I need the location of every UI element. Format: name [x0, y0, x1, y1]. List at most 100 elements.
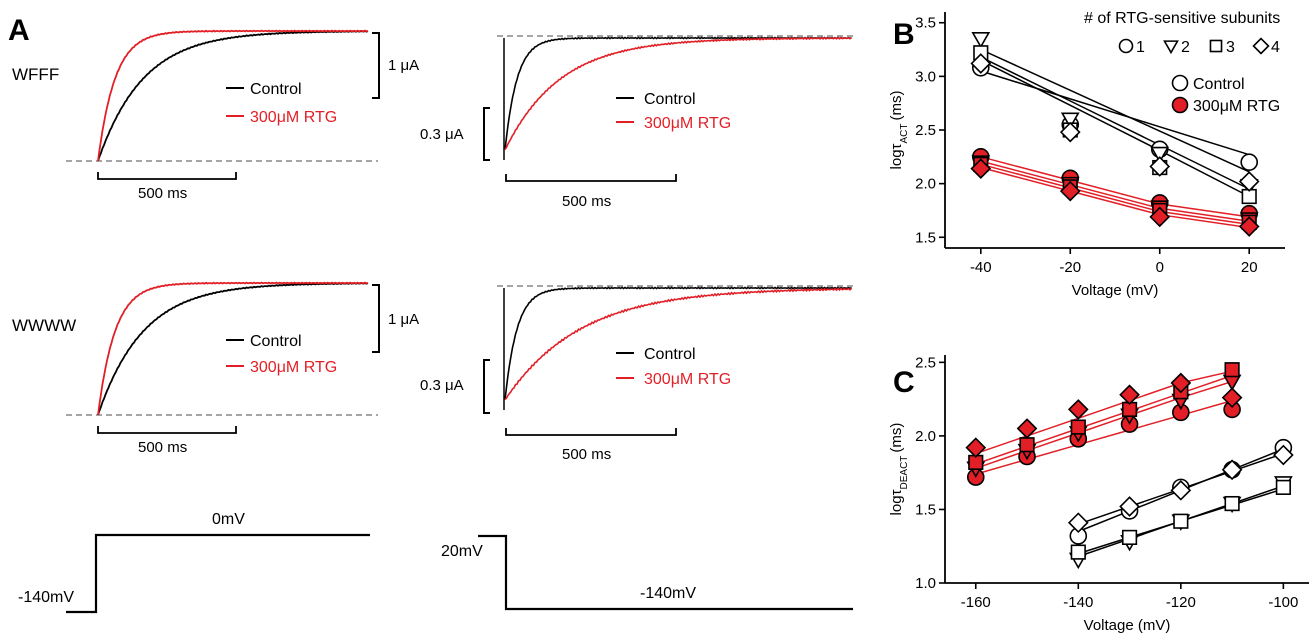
marker-diamond [1170, 479, 1192, 501]
subunit-legend-label: 3 [1226, 39, 1235, 56]
fit-line [975, 374, 1233, 465]
x-tick-label: -120 [1166, 594, 1196, 611]
legend-rtg: 300μM RTG [250, 359, 337, 376]
row-label-wfff: WFFF [12, 65, 59, 84]
condition-legend-marker [1171, 74, 1189, 92]
deactivation-trace-wfff: Control 300μM RTG 0.3 μA 500 ms [420, 35, 855, 210]
x-axis-label: Voltage (mV) [1084, 617, 1171, 634]
holding-voltage-label: -140mV [18, 589, 74, 606]
current-scale-bar-label: 1 μA [388, 311, 419, 328]
legend-control: Control [644, 346, 696, 363]
time-scale-bar-label: 500 ms [562, 193, 611, 210]
marker-diamond [1149, 206, 1171, 228]
time-scale-bar-label: 500 ms [138, 439, 187, 456]
y-tick-label: 1.5 [915, 501, 936, 518]
legend-rtg: 300μM RTG [644, 115, 731, 132]
subunit-legend-label: 1 [1136, 39, 1145, 56]
row-label-wwww: WWWW [12, 316, 76, 335]
current-scale-bar-label: 0.3 μA [420, 377, 464, 394]
marker-diamond [1059, 121, 1081, 143]
y-tick-label: 3.0 [915, 68, 936, 85]
x-tick-label: -20 [1059, 259, 1081, 276]
x-tick-label: 20 [1241, 259, 1258, 276]
condition-legend-label: 300μM RTG [1193, 98, 1280, 115]
marker-square [1224, 362, 1240, 378]
marker-square [1070, 419, 1086, 435]
activation-trace-wfff: Control 300μM RTG 1 μA 500 ms [66, 29, 419, 202]
legend-rtg: 300μM RTG [250, 109, 337, 126]
marker-diamond [1119, 496, 1140, 517]
marker-diamond [1238, 171, 1260, 192]
panel-a-letter: A [8, 14, 30, 47]
current-scale-bar-label: 0.3 μA [420, 126, 464, 143]
step-voltage-label: 0mV [212, 511, 245, 528]
marker-triangle-down [1150, 146, 1170, 164]
subunit-legend-label: 4 [1271, 39, 1280, 56]
prepulse-voltage-label: 20mV [441, 543, 483, 560]
x-tick-label: 0 [1156, 259, 1164, 276]
y-tick-label: 1.0 [915, 575, 936, 592]
subunit-legend-label: 2 [1181, 39, 1190, 56]
x-tick-label: -140 [1063, 594, 1093, 611]
marker-triangle-down [1163, 40, 1179, 55]
marker-diamond [1059, 180, 1081, 202]
time-scale-bar-label: 500 ms [138, 185, 187, 202]
subunit-legend-title: # of RTG-sensitive subunits [1084, 10, 1280, 27]
fit-line [980, 160, 1250, 222]
activation-trace-wwww: Control 300μM RTG 1 μA 500 ms [66, 281, 419, 456]
marker-diamond [1221, 459, 1243, 481]
marker-circle [1118, 38, 1134, 54]
marker-square [1173, 513, 1189, 529]
step-voltage-label: -140mV [640, 585, 696, 602]
y-tick-label: 3.5 [915, 15, 936, 32]
panel-c-letter: C [893, 366, 915, 399]
deactivation-voltage-protocol: 20mV -140mV [441, 534, 853, 611]
y-tick-label: 2.0 [915, 176, 936, 193]
condition-legend-label: Control [1193, 76, 1245, 93]
fit-line [980, 70, 1250, 156]
fit-line [980, 59, 1250, 198]
fit-line [980, 163, 1250, 226]
current-scale-bar-label: 1 μA [388, 57, 419, 74]
x-tick-label: -100 [1268, 594, 1298, 611]
fit-line [975, 380, 1233, 470]
marker-triangle-down [971, 32, 991, 49]
panel-b-letter: B [893, 18, 915, 51]
condition-legend-marker [1171, 96, 1189, 114]
marker-square [1121, 529, 1138, 545]
x-tick-label: -160 [961, 594, 991, 611]
marker-diamond [970, 53, 992, 74]
marker-diamond [1273, 444, 1294, 466]
deactivation-tau-plot: 1.0 1.5 2.0 2.5 -160 -140 -120 -100 Voltage (mV)… [888, 354, 1309, 634]
activation-voltage-protocol: -140mV 0mV [18, 511, 370, 614]
marker-square [1224, 495, 1240, 512]
activation-tau-plot: 1.5 2.0 2.5 3.0 3.5 -40 -20 0 20 Voltage (mV) logτ… [888, 10, 1285, 299]
marker-square [1209, 39, 1223, 53]
fit-line [980, 156, 1250, 218]
marker-diamond [1252, 37, 1270, 55]
time-scale-bar-label: 500 ms [562, 446, 611, 463]
marker-diamond [1119, 384, 1140, 406]
fit-line [980, 56, 1250, 190]
y-axis-label: logτDEACT(ms) [888, 423, 910, 516]
y-tick-label: 1.5 [915, 229, 936, 246]
marker-diamond [1067, 512, 1089, 534]
deactivation-trace-wwww: Control 300μM RTG 0.3 μA 500 ms [420, 285, 855, 463]
marker-diamond [1170, 372, 1192, 394]
marker-diamond [1221, 387, 1243, 408]
marker-diamond [1149, 156, 1171, 177]
legend-control: Control [250, 333, 302, 350]
marker-square [1019, 437, 1035, 453]
fit-line [980, 166, 1250, 229]
marker-diamond [1016, 418, 1038, 439]
fit-line [975, 399, 1233, 475]
marker-square [1275, 479, 1291, 495]
x-tick-label: -40 [970, 259, 992, 276]
marker-square [1070, 544, 1086, 560]
marker-diamond [970, 158, 992, 179]
x-axis-label: Voltage (mV) [1072, 282, 1159, 299]
y-tick-label: 2.5 [915, 354, 936, 371]
legend-control: Control [250, 81, 302, 98]
marker-diamond [965, 437, 987, 459]
marker-circle [1240, 153, 1259, 171]
